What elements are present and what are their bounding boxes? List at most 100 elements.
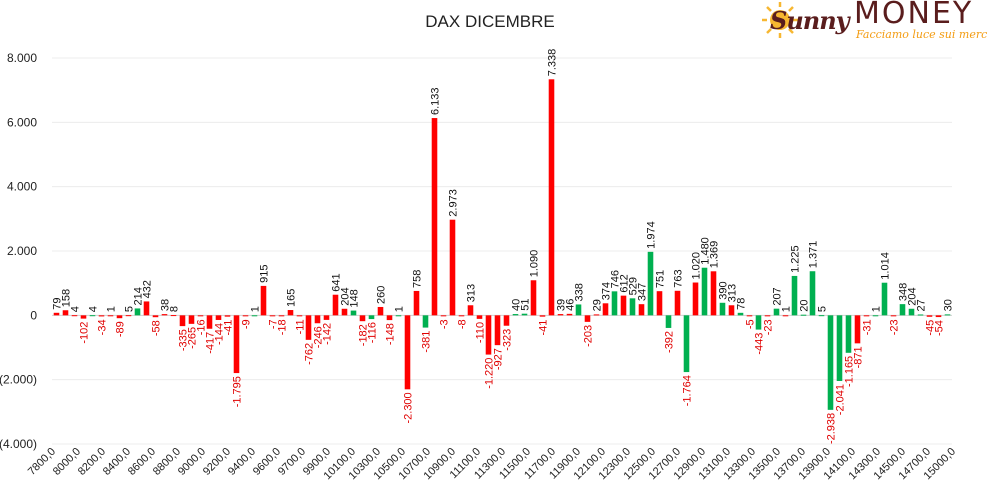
bar [881,282,888,316]
sunny-money-logo: Sunny MONEY Facciamo luce sui mercati [758,0,987,46]
data-label: -41 [223,320,235,336]
bar [611,291,618,316]
bar [719,302,726,316]
logo-tagline: Facciamo luce sui mercati [856,28,987,41]
bar [431,118,438,316]
bar [521,313,528,316]
data-label: 915 [259,265,271,283]
data-label: 158 [61,289,73,307]
bar [692,282,699,316]
data-label: 751 [655,270,667,288]
data-label: 1.371 [808,241,820,269]
bar [908,308,915,316]
data-label: -23 [889,319,901,335]
data-label: 1.014 [880,252,892,280]
data-label: -31 [862,319,874,335]
data-label: 313 [466,284,478,302]
bar [251,315,258,317]
data-label: 338 [574,283,586,301]
y-tick-label: 8.000 [7,51,37,65]
data-label: -1.165 [844,356,856,387]
bar [332,294,339,316]
data-label: -45 [925,320,937,336]
data-label: 39 [556,299,568,311]
bar [422,315,429,328]
bar [773,308,780,316]
data-label: -58 [151,320,163,336]
data-label: -871 [853,346,865,368]
data-label: 29 [592,299,604,311]
bar [368,315,375,320]
bar [134,308,141,316]
y-tick-label: (2.000) [0,373,37,387]
data-label: -182 [358,324,370,346]
data-label: 746 [610,270,622,288]
data-label: -335 [178,329,190,351]
bar [494,315,501,346]
bar [476,315,483,319]
bar [143,301,150,316]
data-label: 1 [394,306,406,312]
data-label: 214 [133,287,145,305]
bar [197,315,204,317]
bar [323,315,330,320]
data-label: 1 [781,306,793,312]
data-label: -142 [322,323,334,345]
data-label: 79 [52,298,64,310]
bar [413,290,420,316]
data-label: 313 [727,284,739,302]
bar [377,306,384,316]
bar [62,310,69,316]
data-label: 78 [736,298,748,310]
bar [548,79,555,316]
data-label: -2.041 [835,384,847,415]
bar [656,291,663,316]
bar [620,295,627,316]
bar [917,314,924,316]
bar [593,314,600,316]
data-label: -34 [97,319,109,335]
data-label: 51 [520,298,532,310]
bar [512,314,519,316]
bar [458,315,465,317]
bar [854,315,861,344]
bar [188,315,195,324]
data-label: 8 [169,306,181,312]
data-label: -927 [493,348,505,370]
bar [89,315,96,317]
data-label: -148 [385,323,397,345]
bar [926,315,933,317]
bar [818,315,825,317]
bar [278,315,285,317]
data-label: 4 [88,306,100,312]
data-label: -1.795 [232,376,244,407]
bar [764,315,771,317]
data-label: 612 [619,274,631,292]
data-label: 4 [70,306,82,312]
data-label: -1.220 [484,358,496,389]
data-label: -203 [583,325,595,347]
data-label: 1.974 [646,221,658,249]
bar [890,315,897,317]
bar [836,315,843,381]
bar [629,298,636,316]
data-label: 2.973 [448,189,460,217]
data-label: -2.938 [826,413,838,444]
bar [665,315,672,328]
bar [224,315,231,317]
bar [242,315,249,317]
y-tick-label: 6.000 [7,115,37,129]
data-label: 1.369 [709,241,721,269]
bar [449,219,456,316]
sun-icon [762,2,798,38]
bar [152,315,159,318]
bar [737,312,744,316]
data-label: 20 [799,299,811,311]
chart-title: DAX DICEMBRE [425,12,555,31]
bar [485,315,492,355]
data-label: -443 [754,333,766,355]
data-label: 260 [376,286,388,304]
data-label: -2.300 [403,392,415,423]
bar [107,315,114,317]
